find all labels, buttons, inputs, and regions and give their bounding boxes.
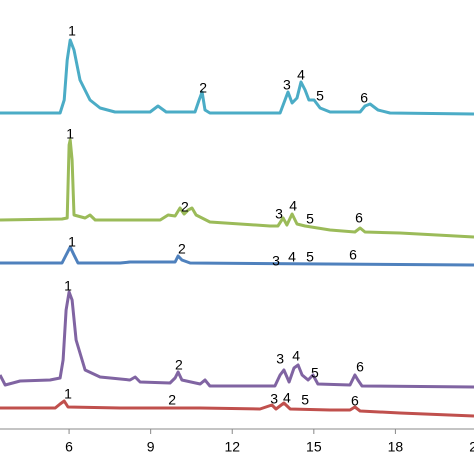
peak-label: 3 <box>270 391 278 407</box>
series-line <box>0 245 474 267</box>
peak-label: 2 <box>178 241 186 257</box>
series-line <box>0 399 474 418</box>
peak-label: 6 <box>360 90 368 106</box>
peak-label: 6 <box>356 359 364 375</box>
peak-label: 5 <box>306 211 314 227</box>
peak-label: 2 <box>175 357 183 373</box>
peak-label: 4 <box>289 198 297 214</box>
peak-label: 3 <box>276 351 284 367</box>
peak-label: 3 <box>283 77 291 93</box>
peak-label: 6 <box>349 247 357 263</box>
series-line <box>0 138 474 239</box>
peak-label: 2 <box>168 392 176 408</box>
peak-label: 5 <box>306 249 314 265</box>
peak-label: 4 <box>292 348 300 364</box>
peak-label: 2 <box>199 80 207 96</box>
peak-label: 2 <box>181 199 189 215</box>
x-tick-label: 18 <box>388 439 404 455</box>
peak-label: 3 <box>275 206 283 222</box>
peak-label: 5 <box>301 392 309 408</box>
peak-label: 4 <box>288 249 296 265</box>
x-tick-label: 21 <box>469 439 474 455</box>
peak-label: 1 <box>68 23 76 39</box>
peak-label: 1 <box>66 126 74 142</box>
peak-label: 5 <box>311 365 319 381</box>
x-tick-label: 12 <box>224 439 240 455</box>
peak-label: 4 <box>283 390 291 406</box>
peak-label: 4 <box>297 67 305 83</box>
peak-label: 6 <box>355 210 363 226</box>
peak-label: 5 <box>316 88 324 104</box>
x-tick-label: 9 <box>147 439 155 455</box>
peak-label: 1 <box>64 278 72 294</box>
peak-label: 1 <box>68 234 76 250</box>
peak-label: 1 <box>64 386 72 402</box>
series-line <box>0 290 474 389</box>
series-line <box>0 38 474 116</box>
x-tick-label: 15 <box>306 439 322 455</box>
x-tick-label: 6 <box>65 439 73 455</box>
peak-label: 6 <box>351 393 359 409</box>
peak-label: 3 <box>272 253 280 269</box>
